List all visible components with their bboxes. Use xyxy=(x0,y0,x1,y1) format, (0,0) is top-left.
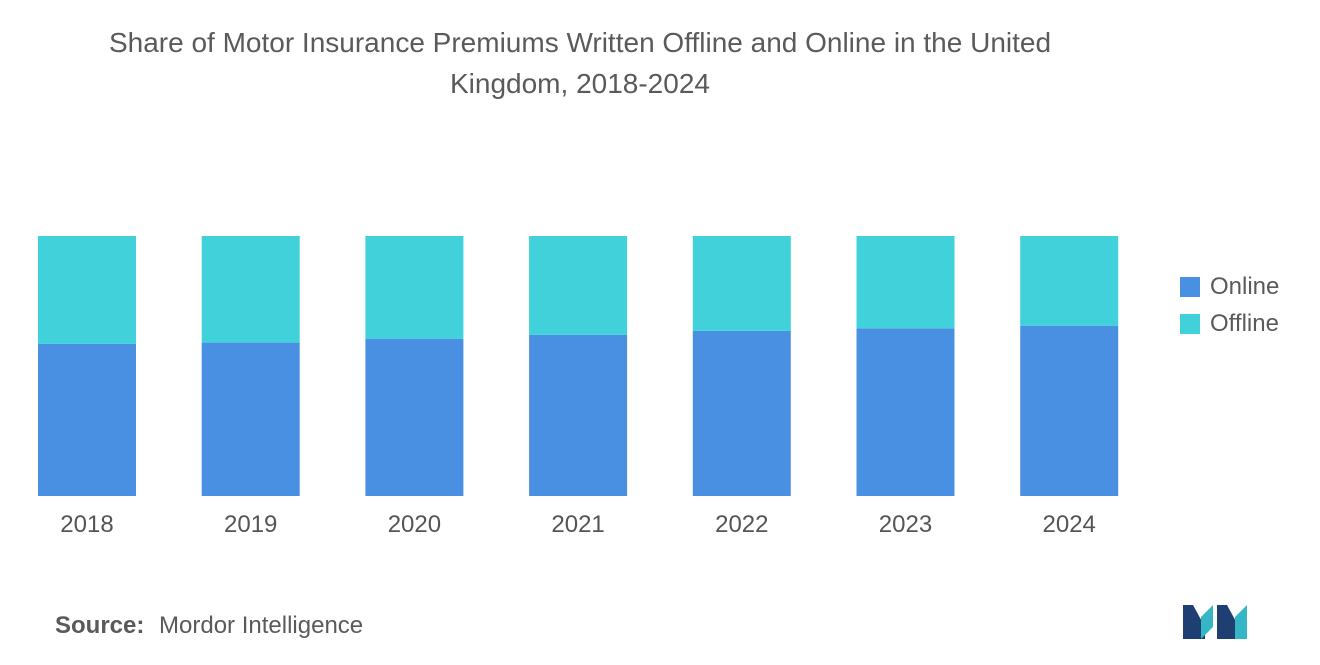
chart-legend: Online Offline xyxy=(1180,268,1279,342)
bar-offline-2019 xyxy=(201,236,300,343)
bar-online-2023 xyxy=(856,328,955,496)
x-tick-label-2018: 2018 xyxy=(60,511,113,538)
bar-online-2022 xyxy=(692,330,791,496)
source-note: Source: Mordor Intelligence xyxy=(55,612,363,640)
legend-label-offline: Offline xyxy=(1210,309,1279,337)
chart-title-line-1: Share of Motor Insurance Premiums Writte… xyxy=(108,27,1052,58)
bar-offline-2021 xyxy=(529,236,628,335)
source-text: Mordor Intelligence xyxy=(159,612,364,639)
legend-swatch-offline xyxy=(1180,313,1200,334)
source-label: Source: xyxy=(55,612,145,639)
bar-offline-2024 xyxy=(1020,236,1119,326)
chart-title-line-2: Kingdom, 2018-2024 xyxy=(450,68,710,99)
bar-offline-2020 xyxy=(365,236,464,339)
legend-label-online: Online xyxy=(1210,272,1280,300)
chart-plot: 2018 2019 2020 2021 2022 2023 2024 xyxy=(38,236,1119,538)
bar-online-2018 xyxy=(38,343,136,496)
bar-online-2020 xyxy=(365,338,464,496)
x-tick-label-2023: 2023 xyxy=(879,511,932,538)
legend-item-online: Online xyxy=(1180,268,1279,305)
x-tick-label-2022: 2022 xyxy=(715,511,768,538)
legend-swatch-online xyxy=(1180,276,1200,297)
bar-online-2024 xyxy=(1020,325,1119,496)
mordor-intelligence-logo-icon xyxy=(1183,605,1247,639)
legend-item-offline: Offline xyxy=(1180,305,1279,342)
bar-online-2021 xyxy=(529,334,628,496)
x-tick-label-2024: 2024 xyxy=(1043,511,1096,538)
bar-offline-2022 xyxy=(692,236,791,331)
bar-offline-2023 xyxy=(856,236,955,329)
x-tick-label-2020: 2020 xyxy=(388,511,441,538)
x-tick-label-2019: 2019 xyxy=(224,511,277,538)
bar-offline-2018 xyxy=(38,236,136,344)
chart-title: Share of Motor Insurance Premiums Writte… xyxy=(30,22,1130,104)
bar-online-2019 xyxy=(201,342,300,496)
x-tick-label-2021: 2021 xyxy=(551,511,604,538)
